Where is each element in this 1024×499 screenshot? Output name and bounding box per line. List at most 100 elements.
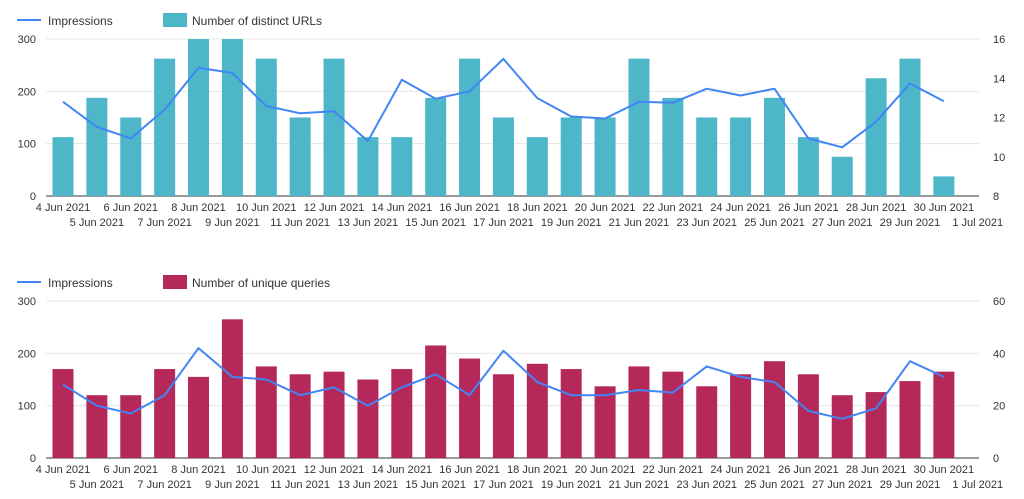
- queries-x-tick-label: 14 Jun 2021: [372, 464, 433, 476]
- queries-x-tick-label: 15 Jun 2021: [405, 479, 466, 491]
- urls-bar: [933, 176, 955, 196]
- urls-bar: [52, 137, 74, 196]
- queries-x-tick-label: 7 Jun 2021: [137, 479, 191, 491]
- urls-x-tick-label: 17 Jun 2021: [473, 217, 534, 229]
- urls-x-tick-label: 26 Jun 2021: [778, 202, 839, 214]
- urls-x-tick-label: 8 Jun 2021: [171, 202, 225, 214]
- urls-bar: [357, 137, 379, 196]
- urls-bar: [831, 156, 853, 196]
- distinct-urls-chart: 0 100 200 300 8 10 12 14 16 4 Jun 2021 5 Jun 2021 6…: [17, 13, 1005, 229]
- urls-bar: [763, 97, 785, 196]
- urls-bar: [188, 39, 210, 196]
- queries-bar: [763, 361, 785, 458]
- urls-x-tick-label: 6 Jun 2021: [104, 202, 158, 214]
- queries-x-tick-label: 10 Jun 2021: [236, 464, 297, 476]
- urls-bar: [899, 58, 921, 196]
- queries-x-tick-label: 21 Jun 2021: [609, 479, 670, 491]
- urls-bar: [323, 58, 345, 196]
- queries-right-tick-label: 20: [993, 401, 1005, 413]
- urls-legend-bar-swatch: [163, 13, 187, 27]
- urls-bar: [120, 117, 142, 196]
- queries-x-tick-label: 29 Jun 2021: [880, 479, 941, 491]
- urls-bar: [255, 58, 277, 196]
- queries-bar: [154, 369, 176, 458]
- urls-bar: [594, 117, 616, 196]
- queries-x-tick-label: 19 Jun 2021: [541, 479, 602, 491]
- urls-x-tick-label: 16 Jun 2021: [439, 202, 500, 214]
- queries-x-tick-label: 22 Jun 2021: [643, 464, 704, 476]
- queries-bar: [221, 319, 243, 458]
- queries-legend-bar-label: Number of unique queries: [192, 276, 330, 290]
- queries-x-tick-label: 25 Jun 2021: [744, 479, 805, 491]
- queries-bar: [492, 374, 514, 458]
- queries-x-tick-label: 5 Jun 2021: [70, 479, 124, 491]
- queries-bar: [120, 395, 142, 458]
- urls-x-tick-label: 5 Jun 2021: [70, 217, 124, 229]
- queries-impressions-line: [62, 347, 945, 420]
- urls-bar: [560, 117, 582, 196]
- queries-x-tick-label: 13 Jun 2021: [338, 479, 399, 491]
- urls-x-tick-label: 21 Jun 2021: [609, 217, 670, 229]
- queries-bar: [425, 345, 447, 458]
- urls-right-tick-label: 16: [993, 34, 1005, 46]
- urls-x-tick-label: 20 Jun 2021: [575, 202, 636, 214]
- urls-x-tick-label: 28 Jun 2021: [846, 202, 907, 214]
- urls-bar: [662, 97, 684, 196]
- urls-x-tick-label: 27 Jun 2021: [812, 217, 873, 229]
- urls-x-tick-label: 9 Jun 2021: [205, 217, 259, 229]
- queries-bar: [255, 366, 277, 458]
- urls-right-tick-label: 10: [993, 152, 1005, 164]
- queries-right-tick-label: 0: [993, 453, 999, 465]
- queries-x-tick-label: 8 Jun 2021: [171, 464, 225, 476]
- queries-bar: [696, 386, 718, 458]
- queries-x-tick-label: 16 Jun 2021: [439, 464, 500, 476]
- queries-bar: [323, 371, 345, 458]
- urls-bar: [865, 78, 887, 196]
- urls-x-tick-label: 12 Jun 2021: [304, 202, 365, 214]
- queries-bar: [594, 386, 616, 458]
- urls-x-tick-label: 14 Jun 2021: [372, 202, 433, 214]
- urls-bar: [492, 117, 514, 196]
- urls-legend-bar-label: Number of distinct URLs: [192, 14, 322, 28]
- urls-right-tick-label: 12: [993, 113, 1005, 125]
- urls-x-tick-label: 22 Jun 2021: [643, 202, 704, 214]
- urls-x-tick-label: 25 Jun 2021: [744, 217, 805, 229]
- queries-legend-bar-swatch: [163, 275, 187, 289]
- urls-right-tick-label: 8: [993, 191, 999, 203]
- urls-bar: [628, 58, 650, 196]
- urls-x-tick-label: 30 Jun 2021: [914, 202, 975, 214]
- queries-legend-line-label: Impressions: [48, 276, 113, 290]
- urls-x-tick-label: 29 Jun 2021: [880, 217, 941, 229]
- queries-bar: [662, 371, 684, 458]
- urls-x-tick-label: 23 Jun 2021: [676, 217, 737, 229]
- urls-x-tick-label: 1 Jul 2021: [952, 217, 1003, 229]
- queries-bar: [899, 381, 921, 458]
- unique-queries-chart: 0 100 200 300 0 20 40 60 4 Jun 2021 5 Jun 2021 6 J…: [17, 275, 1005, 491]
- urls-bar: [391, 137, 413, 196]
- urls-bar: [86, 97, 108, 196]
- urls-x-tick-label: 18 Jun 2021: [507, 202, 568, 214]
- queries-bar: [797, 374, 819, 458]
- queries-x-tick-label: 20 Jun 2021: [575, 464, 636, 476]
- urls-x-tick-label: 10 Jun 2021: [236, 202, 297, 214]
- urls-x-tick-label: 19 Jun 2021: [541, 217, 602, 229]
- urls-bar: [425, 97, 447, 196]
- queries-bar: [289, 374, 311, 458]
- queries-bar: [459, 358, 481, 458]
- queries-x-tick-label: 17 Jun 2021: [473, 479, 534, 491]
- queries-bar: [831, 395, 853, 458]
- queries-bar: [391, 369, 413, 458]
- queries-bar: [730, 374, 752, 458]
- urls-x-tick-label: 11 Jun 2021: [270, 217, 330, 229]
- urls-bar: [696, 117, 718, 196]
- queries-left-tick-label: 300: [18, 296, 36, 308]
- urls-left-tick-label: 200: [18, 86, 36, 98]
- queries-x-tick-label: 1 Jul 2021: [952, 479, 1003, 491]
- queries-bar: [52, 369, 74, 458]
- urls-bar: [797, 137, 819, 196]
- queries-x-tick-label: 6 Jun 2021: [104, 464, 158, 476]
- queries-right-tick-label: 60: [993, 296, 1005, 308]
- urls-x-tick-label: 24 Jun 2021: [710, 202, 771, 214]
- urls-left-tick-label: 0: [30, 191, 36, 203]
- urls-bar: [154, 58, 176, 196]
